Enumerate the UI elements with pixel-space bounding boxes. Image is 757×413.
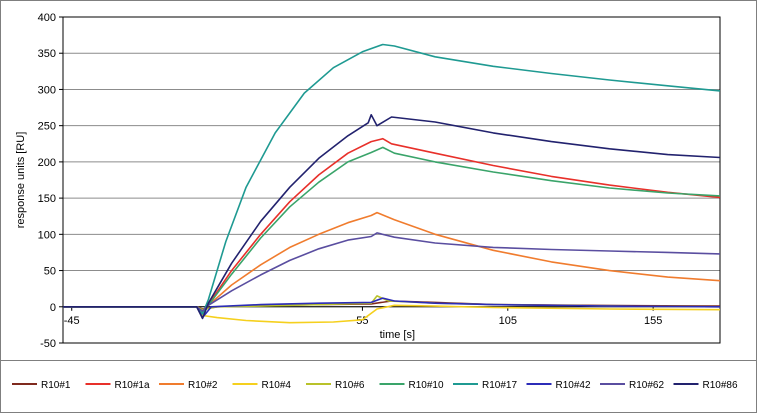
series-line-7 — [63, 43, 721, 315]
y-tick-label: 300 — [38, 84, 56, 96]
legend-label: R10#2 — [188, 380, 218, 391]
y-tick-label: 0 — [50, 302, 56, 314]
x-tick-label: 155 — [644, 315, 662, 327]
y-tick-label: 250 — [38, 121, 56, 133]
y-tick-label: 50 — [44, 266, 56, 278]
y-tick-label: 350 — [38, 48, 56, 60]
series-line-8 — [63, 297, 721, 319]
y-tick-label: 200 — [38, 157, 56, 169]
plot-area — [62, 16, 721, 344]
x-axis-title: time [s] — [380, 329, 415, 341]
y-tick-label: 150 — [38, 193, 56, 205]
y-tick-labels: -50 0 50 100 150 200 250 300 350 400 — [38, 12, 63, 350]
legend-label: R10#1a — [115, 380, 150, 391]
series-line-1 — [63, 300, 721, 310]
grid-lines — [63, 16, 720, 344]
legend-label: R10#10 — [409, 380, 444, 391]
legend-box — [0, 360, 757, 413]
legend-label: R10#17 — [482, 380, 517, 391]
series-line-10 — [63, 114, 721, 320]
series-lines — [63, 43, 721, 324]
y-tick-label: 400 — [38, 12, 56, 24]
series-line-3 — [63, 211, 721, 312]
legend-label: R10#1 — [41, 380, 71, 391]
legend-label: R10#42 — [556, 380, 591, 391]
x-tick-label: 105 — [499, 315, 517, 327]
legend-label: R10#4 — [262, 380, 292, 391]
series-line-6 — [63, 146, 721, 314]
x-tick-label: -45 — [64, 315, 80, 327]
y-tick-label: 100 — [38, 229, 56, 241]
legend-label: R10#6 — [335, 380, 365, 391]
series-line-2 — [63, 137, 721, 314]
series-line-5 — [63, 295, 721, 311]
legend-label: R10#62 — [629, 380, 664, 391]
y-tick-label: -50 — [40, 338, 56, 350]
y-axis-title: response units [RU] — [15, 132, 27, 229]
series-line-4 — [63, 304, 721, 324]
legend-label: R10#86 — [703, 380, 738, 391]
axes — [62, 16, 721, 344]
legend: R10#1 R10#1a R10#2 R10#4 R10#6 R10#10 R10#17 R1… — [12, 380, 738, 391]
